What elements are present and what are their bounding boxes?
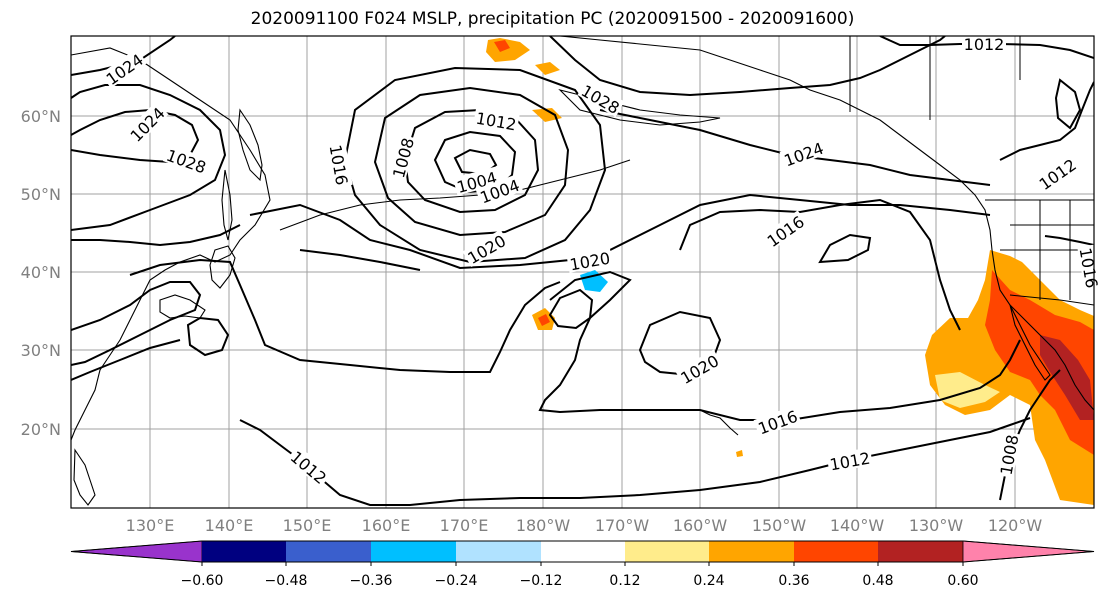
isobar-1016-mid [538,270,1021,421]
isobar-label: 1020 [566,247,613,274]
precip-area-alaska-orange-3 [532,108,562,122]
isobar-1020-south [638,310,722,377]
precip-area-alaska-red [494,40,510,52]
isobar-1016-low [343,66,607,264]
isobar-1016-west [129,258,561,373]
longitude-label: 150°E [283,516,332,535]
coast-philippines [73,448,96,506]
colorbar-swatch [541,541,625,562]
colorbar-swatch [286,541,371,562]
isobar-1016-asia [71,339,181,381]
latitude-label: 20°N [21,420,61,439]
isobar-1024-east-small [1054,78,1082,130]
isobar-1028-north [549,36,946,97]
precip-area-mexico-darkred [1040,335,1094,420]
coast-hawaii [699,409,739,436]
isobar-1024-west [71,84,227,231]
isobar-1020-japan [186,316,230,357]
precip-area-mexico-yellow [935,372,1000,408]
longitude-label: 140°E [205,516,254,535]
isobar-1020-midpacific [548,288,594,330]
precip-area-midpacific-red [538,314,550,326]
isobar-1012-right-edge [1044,235,1094,246]
colorbar-extension-high [962,540,1095,563]
isobar-1028-west [71,108,200,164]
longitude-label: 120°W [988,516,1043,535]
colorbar-tick-label: 0.24 [693,573,724,589]
coast-sakhalin [221,169,233,241]
isobar-label: 1012 [962,34,1006,54]
longitude-label: 130°W [909,516,964,535]
colorbar-tick-label: −0.48 [265,573,308,589]
colorbar: −0.60 −0.48 −0.36 −0.24 −0.12 0.12 0.24 0.36 0.4… [70,540,1095,589]
longitude-labels: 130°E 140°E 150°E 160°E 170°E 180°W 170°W 160°W… [126,516,1043,535]
colorbar-tick-label: 0.48 [862,573,893,589]
latitude-label: 30°N [21,341,61,360]
colorbar-swatch [625,541,709,562]
latitude-labels: 60°N 50°N 40°N 30°N 20°N [21,107,61,439]
colorbar-tick-label: −0.12 [520,573,563,589]
border-us-mexico [1009,294,1094,306]
colorbar-tick-label: 0.36 [778,573,809,589]
colorbar-tick-label: −0.36 [350,573,393,589]
isobar-1016-east [679,198,961,331]
svg-text:1012: 1012 [964,35,1005,54]
longitude-label: 130°E [126,516,175,535]
longitude-label: 180°W [516,516,571,535]
isobar-1020-east-upper [299,249,421,271]
longitude-label: 160°E [362,516,411,535]
border-us-states [929,36,1094,300]
colorbar-swatch [878,541,963,562]
borders [849,36,1094,306]
colorbar-swatch [371,541,456,562]
colorbar-swatch [202,541,286,562]
colorbar-tick-label: −0.60 [181,573,224,589]
longitude-label: 150°W [752,516,807,535]
latitude-label: 40°N [21,263,61,282]
latitude-label: 50°N [21,185,61,204]
isobar-1020-west-loop [71,281,202,366]
colorbar-swatch [456,541,541,562]
colorbar-tick-label: 0.12 [609,573,640,589]
precip-area-midpacific-blue [580,270,608,292]
colorbar-swatch [794,541,878,562]
map-frame [70,35,1095,509]
longitude-label: 140°W [830,516,885,535]
isobar-1020-high-east [818,233,872,264]
longitude-label: 170°W [595,516,650,535]
map-title: 2020091100 F024 MSLP, precipitation PC (… [250,9,855,29]
colorbar-swatch [709,541,794,562]
coast-japan-north [209,245,236,289]
coast-kamchatka [237,108,263,182]
coast-north-america-west [991,249,1094,411]
longitude-label: 170°E [440,516,489,535]
colorbar-extension-low [70,540,203,563]
precip-area-alaska-orange-2 [535,62,560,75]
isobar-1000 [453,148,498,176]
isobar-1012-northeast [999,81,1094,161]
coast-baja [1009,304,1051,381]
latitude-label: 60°N [21,107,61,126]
coast-alaska [559,36,993,251]
colorbar-tick-label: −0.24 [435,573,478,589]
isobar-1012-low [373,86,570,237]
colorbar-tick-label: 0.60 [947,573,978,589]
longitude-label: 160°W [673,516,728,535]
precip-area-hawaii [736,450,743,457]
isobar-1020-west-upper [71,224,241,247]
isobar-1008 [403,108,540,214]
coast-aleutians [279,159,631,231]
